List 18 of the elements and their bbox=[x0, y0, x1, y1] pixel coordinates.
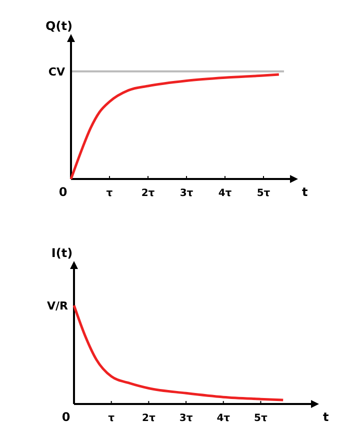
x-tick-label: τ bbox=[106, 188, 114, 199]
x-tick-label: 2τ bbox=[141, 188, 156, 199]
x-tick-label: 4τ bbox=[216, 413, 231, 424]
x-axis-title: t bbox=[302, 185, 308, 199]
x-tick-label: 0 bbox=[58, 185, 68, 199]
x-tick-label: 0 bbox=[62, 410, 70, 424]
x-tick-label: 5τ bbox=[256, 188, 271, 199]
x-axis-title: t bbox=[323, 410, 329, 424]
x-tick-label: τ bbox=[108, 413, 116, 424]
x-tick-label: 2τ bbox=[142, 413, 156, 424]
y-axis-title: Q(t) bbox=[46, 19, 72, 33]
x-tick-label: 3τ bbox=[180, 188, 194, 199]
x-tick-label: 3τ bbox=[179, 413, 194, 424]
annotation: V/R bbox=[46, 299, 69, 312]
x-tick-label: 5τ bbox=[254, 413, 268, 424]
y-axis-title: I(t) bbox=[51, 246, 73, 260]
annotation: CV bbox=[48, 65, 66, 78]
x-tick-label: 4τ bbox=[218, 188, 232, 199]
